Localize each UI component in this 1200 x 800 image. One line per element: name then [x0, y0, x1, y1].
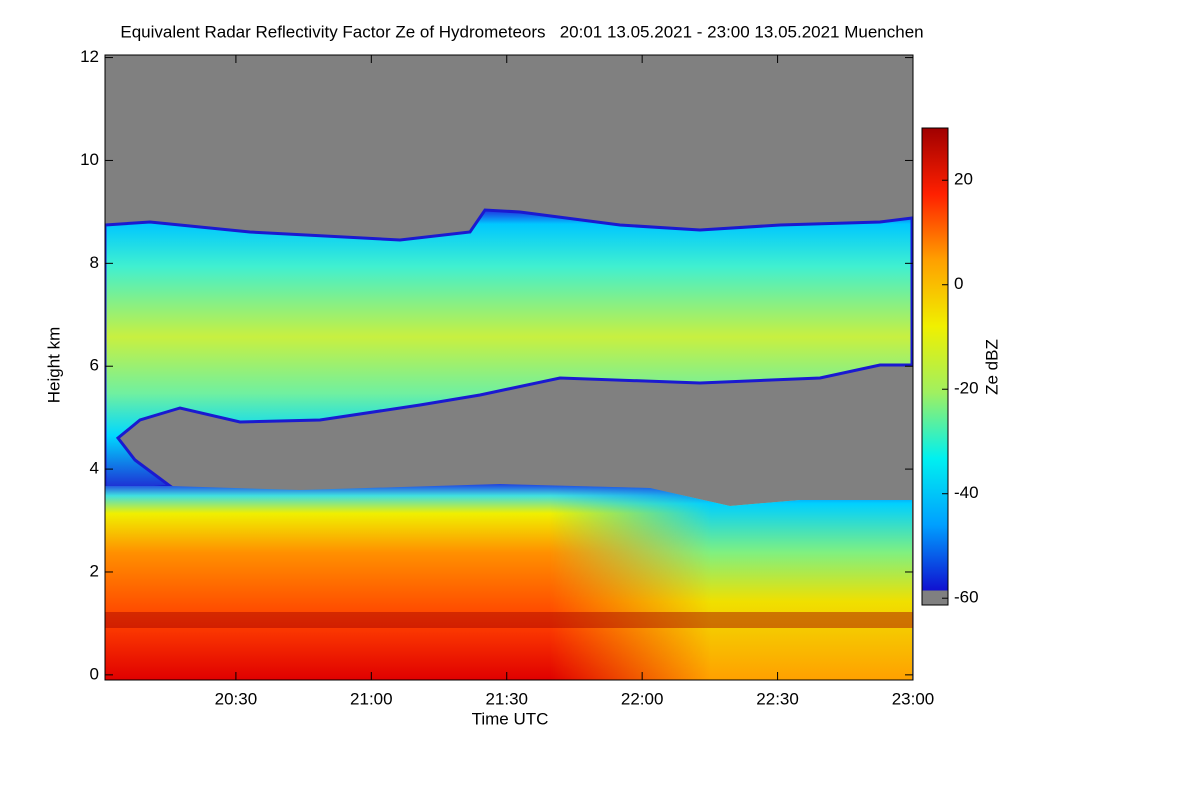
- y-axis-label: Height km: [44, 327, 63, 404]
- x-tick-label: 21:30: [485, 689, 528, 708]
- colorbar-tick-label: -40: [954, 483, 979, 502]
- colorbar-tick-label: 0: [954, 274, 963, 293]
- cloud-layer: [105, 208, 913, 494]
- colorbar-label: Ze dBZ: [982, 339, 1001, 395]
- x-axis-label: Time UTC: [472, 709, 549, 728]
- chart-title: Equivalent Radar Reflectivity Factor Ze …: [120, 22, 923, 41]
- y-tick-label: 10: [80, 150, 99, 169]
- colorbar-tick-label: -20: [954, 379, 979, 398]
- x-tick-label: 22:00: [621, 689, 664, 708]
- colorbar-tick-label: -60: [954, 588, 979, 607]
- melting-layer: [105, 612, 913, 628]
- colorbar: [921, 127, 949, 606]
- y-tick-label: 8: [90, 253, 99, 272]
- y-tick-label: 2: [90, 561, 99, 580]
- x-tick-label: 20:30: [215, 689, 258, 708]
- reflectivity-field: [105, 55, 913, 680]
- rain-layer-right: [105, 484, 912, 680]
- x-tick-label: 21:00: [350, 689, 393, 708]
- y-tick-label: 12: [80, 47, 99, 66]
- y-tick-label: 4: [90, 459, 99, 478]
- x-tick-label: 22:30: [756, 689, 799, 708]
- x-tick-label: 23:00: [892, 689, 935, 708]
- colorbar-tick-label: 20: [954, 170, 973, 189]
- plot-frame: [104, 54, 914, 681]
- y-tick-label: 0: [90, 664, 99, 683]
- y-tick-label: 6: [90, 356, 99, 375]
